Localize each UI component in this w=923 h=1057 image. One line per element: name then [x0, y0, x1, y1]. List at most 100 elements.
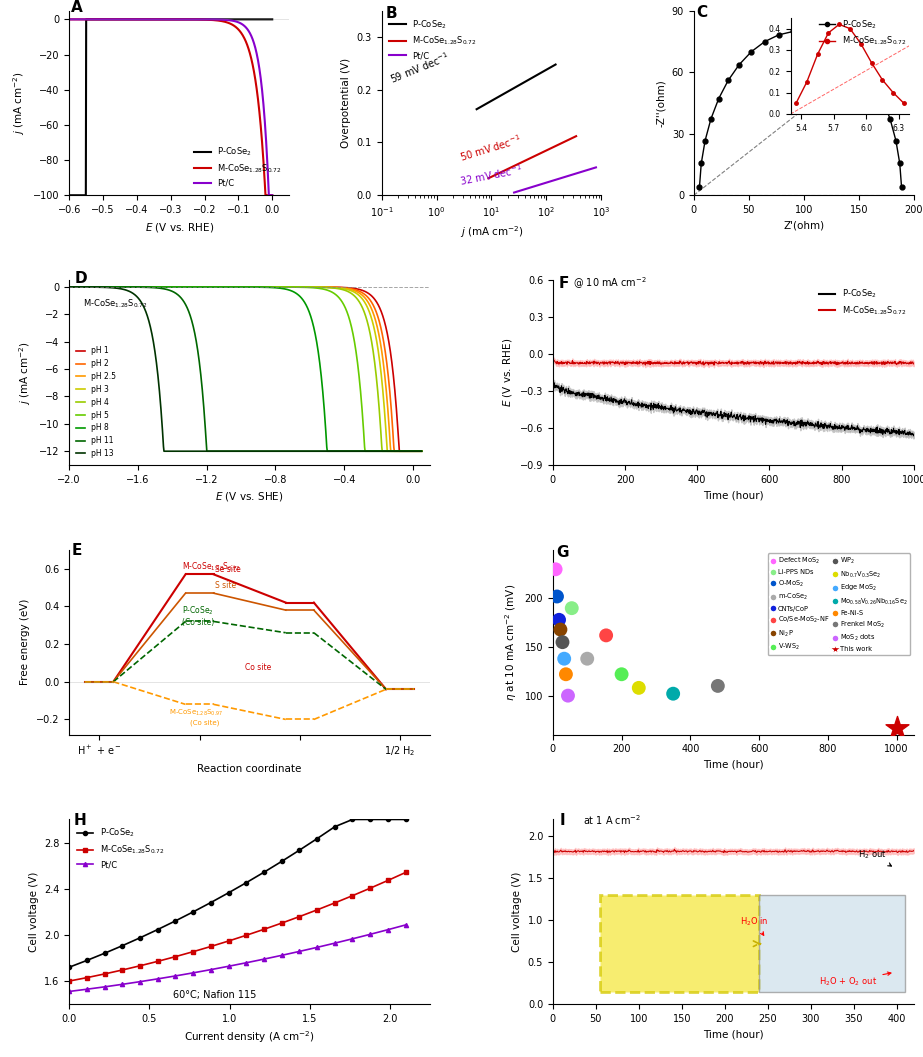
Line: P-CoSe$_2$: P-CoSe$_2$: [67, 817, 408, 969]
M-CoSe$_{1.28}$S$_{0.72}$: [199, 14, 210, 26]
pH 1: [150, 281, 161, 294]
pH 4: [382, 445, 393, 458]
pH 11: [416, 445, 427, 458]
Point: [557, 650, 571, 667]
M-CoSe$_{1.28}$S$_{0.72}$: [187, 945, 198, 958]
Text: Se site: Se site: [214, 564, 240, 574]
X-axis label: Time (hour): Time (hour): [703, 490, 763, 500]
pH 11: [382, 445, 393, 458]
P-CoSe$_2$: [312, 832, 323, 845]
pH 8: [339, 445, 350, 458]
Point: [889, 719, 904, 736]
pH 5: [64, 281, 75, 294]
P-CoSe$_2$: [217, 13, 228, 25]
Line: Pt/C: Pt/C: [69, 19, 272, 196]
M-CoSe$_{1.28}$S$_{0.72}$: [64, 13, 75, 25]
pH 2: [150, 281, 161, 294]
P-CoSe$_2$: [99, 947, 110, 960]
Text: D: D: [75, 271, 87, 286]
P-CoSe$_2$: [241, 876, 252, 889]
Text: P-CoSe$_2$: P-CoSe$_2$: [182, 605, 213, 617]
pH 5: [338, 298, 349, 311]
P-CoSe$_2$: [258, 866, 270, 878]
pH 3: [416, 445, 427, 458]
Legend: pH 1, pH 2, pH 2.5, pH 3, pH 4, pH 5, pH 8, pH 11, pH 13: pH 1, pH 2, pH 2.5, pH 3, pH 4, pH 5, pH…: [73, 344, 119, 461]
M-CoSe$_{1.28}$S$_{0.72}$: [223, 934, 234, 947]
pH 4: [338, 283, 349, 296]
Y-axis label: $E$ (V vs. RHE): $E$ (V vs. RHE): [501, 338, 514, 407]
pH 13: [64, 281, 75, 294]
pH 13: [339, 445, 350, 458]
Point: [552, 611, 567, 628]
P-CoSe$_2$: [267, 13, 278, 25]
pH 13: [382, 445, 393, 458]
pH 4: [295, 281, 306, 294]
Pt/C: [312, 941, 323, 953]
pH 11: [150, 281, 161, 294]
Line: P-CoSe$_2$: P-CoSe$_2$: [69, 19, 272, 196]
Y-axis label: Cell voltage (V): Cell voltage (V): [512, 872, 522, 952]
pH 11: [339, 445, 350, 458]
M-CoSe$_{1.28}$S$_{0.72}$: [267, 189, 278, 202]
pH 8: [163, 281, 174, 294]
Line: pH 2: pH 2: [69, 288, 422, 451]
P-CoSe$_2$: [347, 813, 358, 826]
pH 5: [360, 445, 371, 458]
Y-axis label: $j$ (mA cm$^{-2}$): $j$ (mA cm$^{-2}$): [18, 340, 33, 405]
P-CoSe$_2$: [184, 13, 195, 25]
M-CoSe$_{1.28}$S$_{0.72}$: [312, 904, 323, 916]
Text: H$_2$O in: H$_2$O in: [740, 915, 769, 935]
Pt/C: [276, 949, 287, 962]
pH 8: [64, 281, 75, 294]
Line: pH 5: pH 5: [69, 288, 422, 451]
P-CoSe$_2$: [135, 931, 146, 944]
Text: 59 mV dec$^{-1}$: 59 mV dec$^{-1}$: [388, 50, 451, 87]
P-CoSe$_2$: [156, 13, 167, 25]
P-CoSe$_2$: [382, 813, 393, 826]
M-CoSe$_{1.28}$S$_{0.72}$: [117, 964, 128, 977]
Pt/C: [217, 14, 228, 26]
pH 13: [163, 445, 174, 458]
Pt/C: [400, 919, 411, 931]
Pt/C: [199, 13, 210, 25]
Legend: Defect MoS$_2$, Li-PPS NDs, O-MoS$_2$, m-CoSe$_2$, CNTs/CoP, Co/Se-MoS$_2$-NF, N: Defect MoS$_2$, Li-PPS NDs, O-MoS$_2$, m…: [768, 553, 910, 655]
pH 5: [382, 445, 393, 458]
Text: 32 mV dec$^{-1}$: 32 mV dec$^{-1}$: [459, 163, 523, 188]
Text: (Co site): (Co site): [189, 719, 219, 726]
Text: H$_2$ out: H$_2$ out: [857, 849, 892, 866]
X-axis label: $E$ (V vs. RHE): $E$ (V vs. RHE): [145, 221, 214, 234]
pH 2: [389, 445, 400, 458]
M-CoSe$_{1.28}$S$_{0.72}$: [81, 971, 92, 984]
pH 11: [64, 281, 75, 294]
pH 8: [295, 291, 306, 303]
Line: M-CoSe$_{1.28}$S$_{0.72}$: M-CoSe$_{1.28}$S$_{0.72}$: [67, 870, 408, 983]
pH 3: [150, 281, 161, 294]
Pt/C: [99, 981, 110, 994]
Text: H: H: [74, 813, 87, 829]
Text: G: G: [557, 544, 569, 559]
pH 11: [163, 283, 174, 296]
Legend: P-CoSe$_2$, M-CoSe$_{1.28}$S$_{0.72}$: P-CoSe$_2$, M-CoSe$_{1.28}$S$_{0.72}$: [815, 15, 909, 51]
Point: [711, 678, 725, 694]
Y-axis label: Overpotential (V): Overpotential (V): [341, 58, 351, 148]
pH 5: [150, 281, 161, 294]
M-CoSe$_{1.28}$S$_{0.72}$: [99, 967, 110, 980]
pH 4: [175, 281, 186, 294]
pH 3: [295, 281, 306, 294]
Point: [553, 622, 568, 638]
P-CoSe$_2$: [100, 13, 111, 25]
P-CoSe$_2$: [117, 940, 128, 952]
X-axis label: Current density (A cm$^{-2}$): Current density (A cm$^{-2}$): [185, 1030, 315, 1045]
M-CoSe$_{1.28}$S$_{0.72}$: [365, 882, 376, 894]
Pt/C: [116, 13, 127, 25]
Pt/C: [187, 966, 198, 979]
P-CoSe$_2$: [400, 813, 411, 826]
pH 13: [416, 445, 427, 458]
Pt/C: [64, 13, 75, 25]
Line: pH 4: pH 4: [69, 288, 422, 451]
M-CoSe$_{1.28}$S$_{0.72}$: [258, 923, 270, 935]
Pt/C: [64, 985, 75, 998]
Pt/C: [100, 13, 111, 25]
Y-axis label: Free energy (eV): Free energy (eV): [20, 599, 30, 685]
pH 5: [175, 281, 186, 294]
